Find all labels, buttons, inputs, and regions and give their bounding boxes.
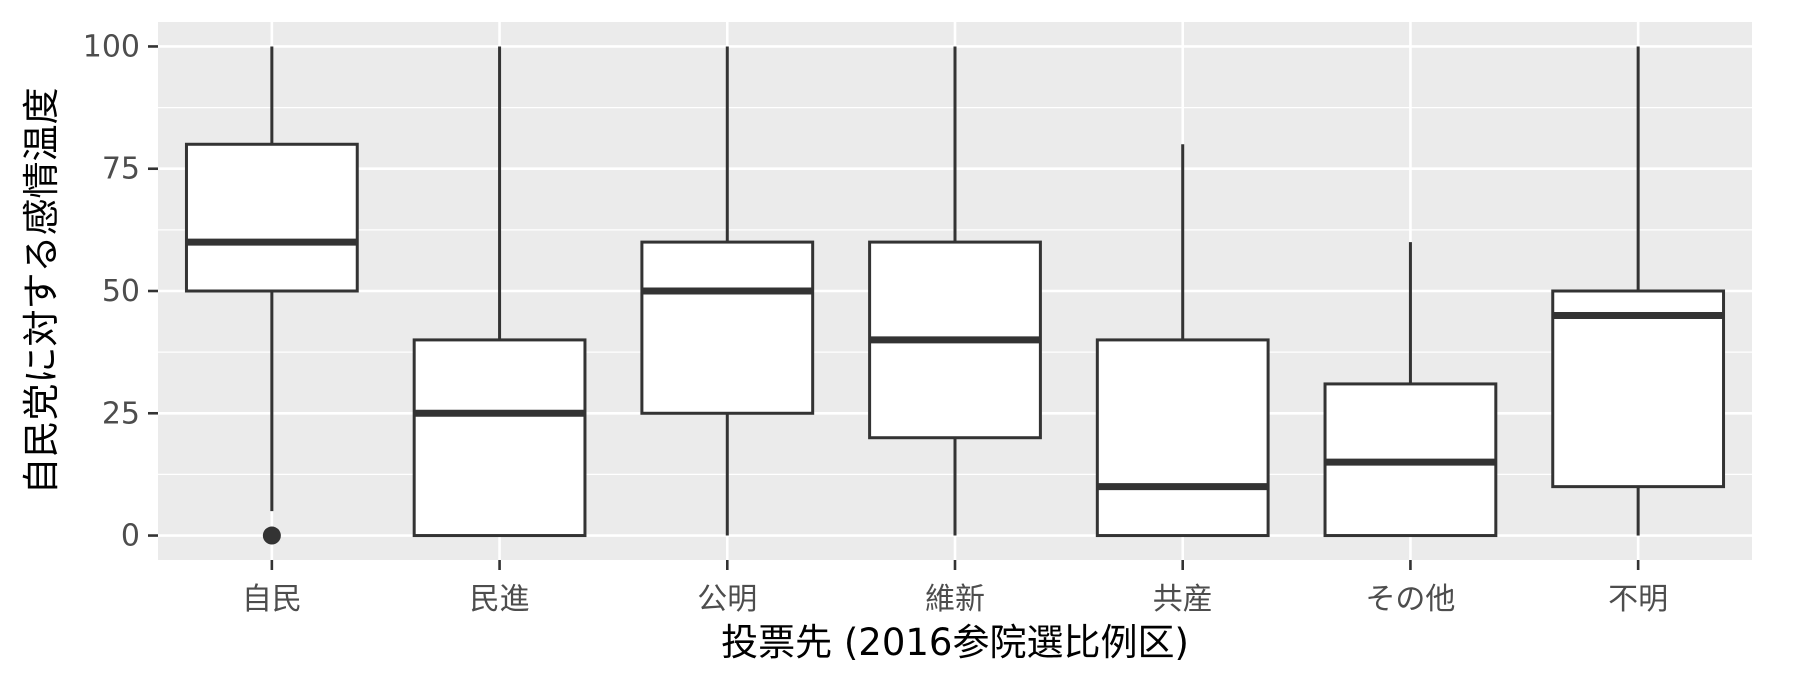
- box-iqr: [640, 240, 815, 415]
- x-tick-label: 共産: [1153, 582, 1213, 617]
- y-tick-label: 25: [102, 396, 140, 431]
- box-iqr: [412, 338, 587, 538]
- box-公明: [640, 46, 815, 536]
- x-axis-title: 投票先 (2016参院選比例区): [721, 621, 1189, 664]
- y-tick-label: 50: [102, 274, 140, 309]
- box-iqr: [1551, 289, 1726, 489]
- x-tick-label: その他: [1365, 582, 1455, 617]
- box-維新: [868, 46, 1042, 536]
- x-tick-label: 維新: [925, 582, 985, 617]
- y-tick-label: 75: [102, 152, 140, 187]
- box-自民: [184, 46, 359, 545]
- x-tick-label: 公明: [697, 582, 757, 617]
- box-民進: [412, 46, 587, 538]
- x-tick-label: 不明: [1608, 582, 1668, 617]
- x-tick-label: 民進: [470, 582, 530, 617]
- box-その他: [1323, 242, 1498, 538]
- box-不明: [1551, 46, 1726, 536]
- y-axis-title: 自民党に対する感情温度: [20, 88, 63, 495]
- y-tick-label: 0: [121, 519, 140, 554]
- box-iqr: [184, 142, 359, 293]
- outlier-point: [262, 526, 281, 545]
- y-tick-labels: 0 25 50 75 100: [83, 29, 140, 553]
- boxes: [184, 46, 1726, 545]
- x-tick-labels: 自民 民進 公明 維新 共産 その他 不明: [242, 582, 1668, 617]
- y-tick-label: 100: [83, 29, 140, 64]
- x-tick-label: 自民: [242, 582, 302, 617]
- box-共産: [1095, 144, 1270, 538]
- box-iqr: [1095, 338, 1270, 538]
- axis-ticks: [148, 45, 1640, 570]
